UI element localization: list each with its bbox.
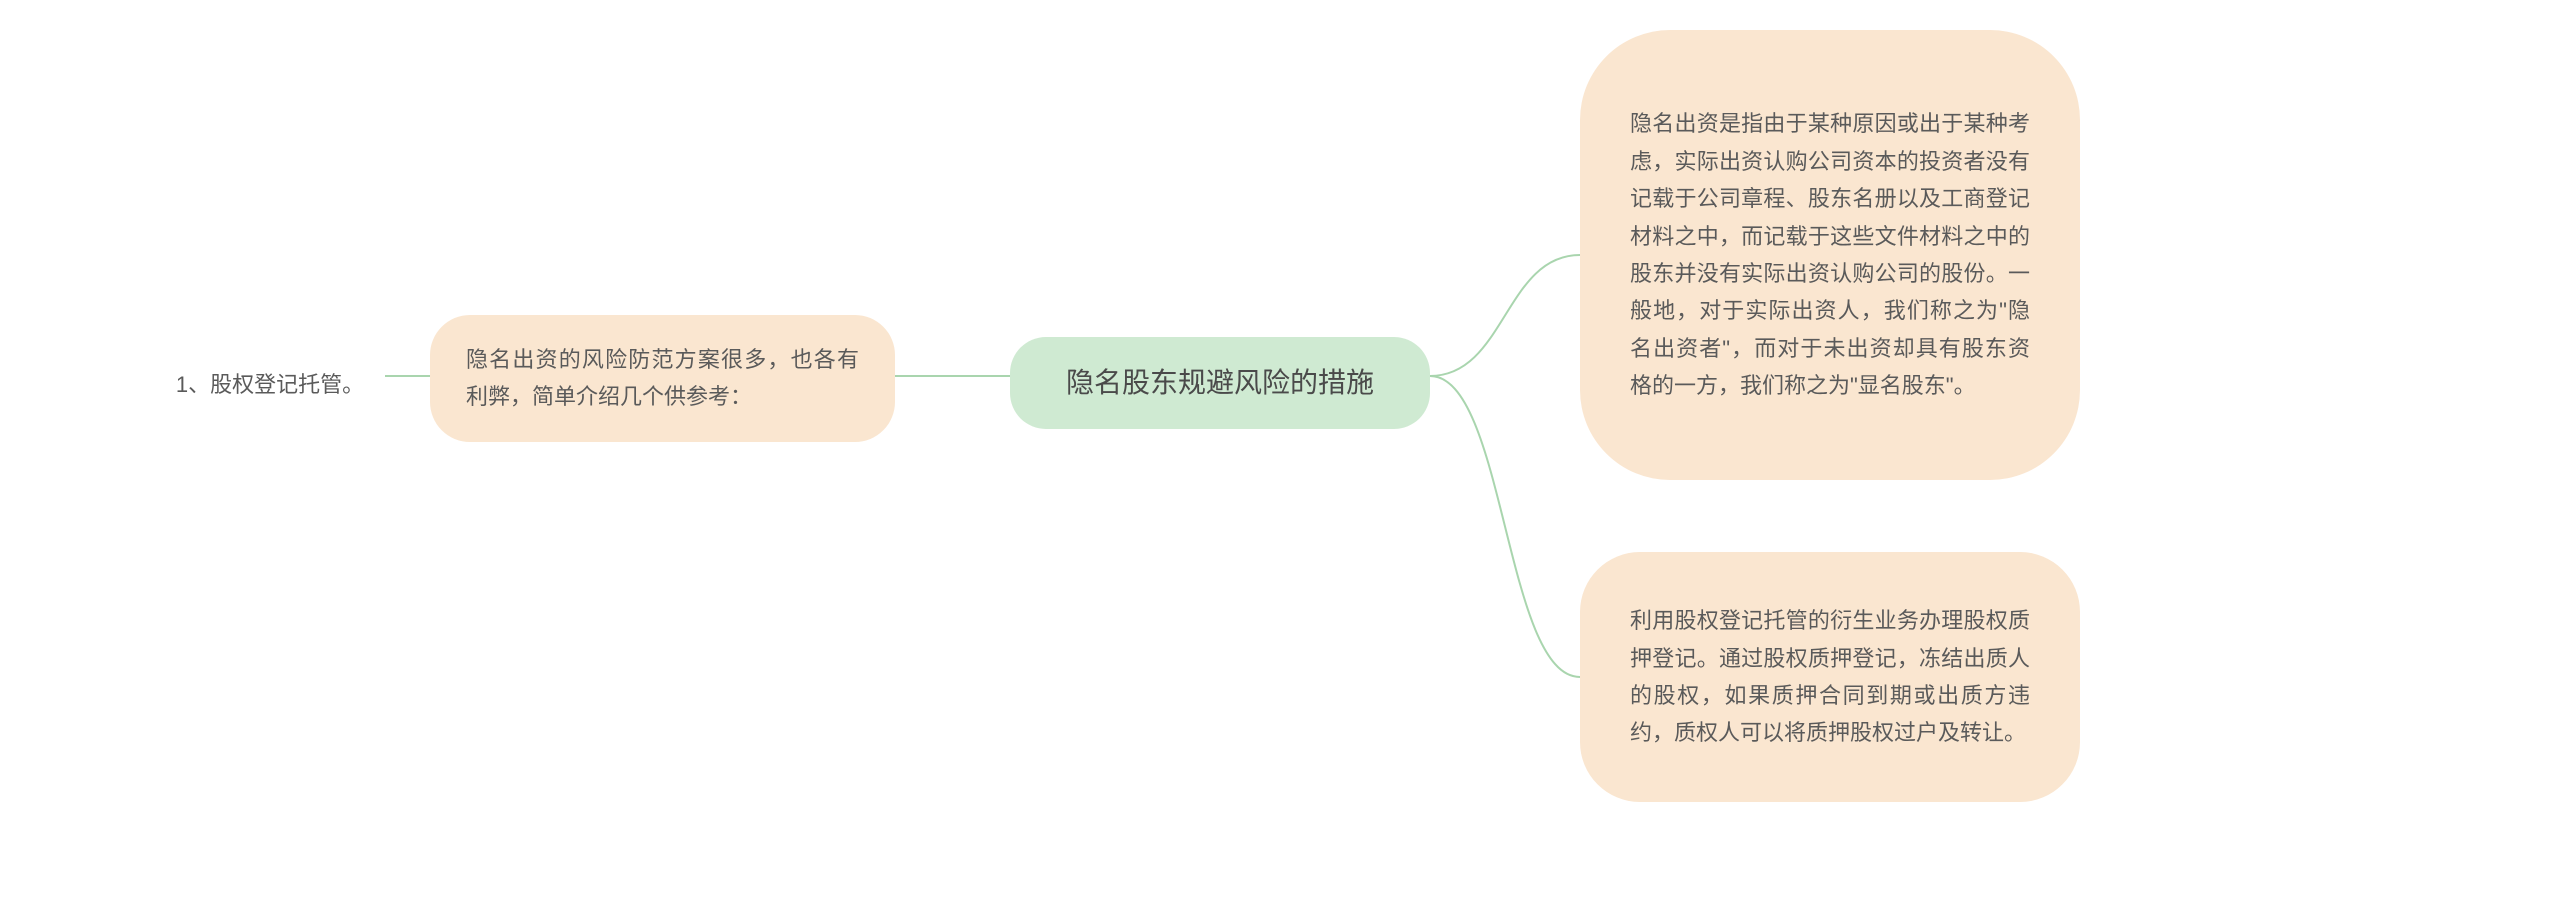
center-node-label: 隐名股东规避风险的措施: [1066, 359, 1374, 407]
right-node-1: 隐名出资是指由于某种原因或出于某种考虑，实际出资认购公司资本的投资者没有记载于公…: [1580, 30, 2080, 480]
right-node-2-text: 利用股权登记托管的衍生业务办理股权质押登记。通过股权质押登记，冻结出质人的股权，…: [1630, 602, 2030, 752]
edge: [1430, 376, 1580, 677]
edge: [1430, 255, 1580, 376]
left-node-1: 隐名出资的风险防范方案很多，也各有利弊，简单介绍几个供参考：: [430, 315, 895, 442]
left-node-2-text: 1、股权登记托管。: [176, 366, 364, 403]
left-node-1-text: 隐名出资的风险防范方案很多，也各有利弊，简单介绍几个供参考：: [466, 341, 859, 416]
edge-layer: [0, 0, 2560, 910]
left-node-2: 1、股权登记托管。: [155, 356, 385, 413]
right-node-2: 利用股权登记托管的衍生业务办理股权质押登记。通过股权质押登记，冻结出质人的股权，…: [1580, 552, 2080, 802]
mindmap-canvas: 隐名股东规避风险的措施 隐名出资是指由于某种原因或出于某种考虑，实际出资认购公司…: [0, 0, 2560, 910]
right-node-1-text: 隐名出资是指由于某种原因或出于某种考虑，实际出资认购公司资本的投资者没有记载于公…: [1630, 105, 2030, 404]
center-node: 隐名股东规避风险的措施: [1010, 337, 1430, 429]
